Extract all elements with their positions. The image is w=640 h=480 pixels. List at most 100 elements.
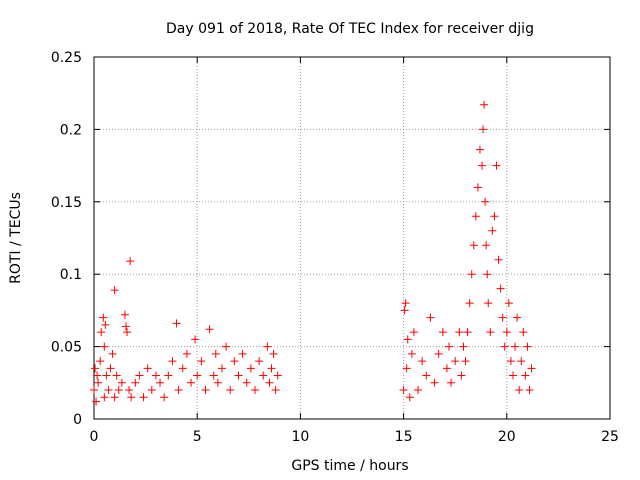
data-point — [434, 349, 443, 358]
data-point — [174, 386, 183, 395]
axis-ticks — [93, 56, 611, 420]
data-point — [504, 299, 513, 308]
data-point — [125, 386, 134, 395]
data-point — [467, 270, 476, 279]
data-point — [442, 364, 451, 373]
data-point — [135, 371, 144, 380]
data-point — [494, 255, 503, 264]
y-axis-label: ROTI / TECUs — [8, 192, 24, 284]
data-point — [91, 364, 100, 373]
data-point — [511, 342, 520, 351]
data-point — [156, 378, 165, 387]
data-point — [492, 161, 501, 170]
data-point — [498, 313, 507, 322]
data-point — [187, 378, 196, 387]
data-point — [401, 299, 410, 308]
x-tick-label: 0 — [90, 429, 99, 445]
data-point — [101, 320, 110, 329]
data-point — [269, 349, 278, 358]
data-point — [108, 349, 117, 358]
x-tick-label: 20 — [498, 429, 516, 445]
data-point — [445, 342, 454, 351]
data-point — [121, 322, 130, 331]
data-point — [527, 364, 536, 373]
x-axis-label: GPS time / hours — [291, 458, 408, 474]
data-point — [172, 319, 181, 328]
data-point — [96, 357, 105, 366]
data-point — [126, 257, 135, 266]
data-point — [238, 349, 247, 358]
x-tick-label: 5 — [193, 429, 202, 445]
data-point — [478, 161, 487, 170]
data-point — [515, 386, 524, 395]
data-point — [418, 357, 427, 366]
data-point — [273, 371, 282, 380]
data-point — [100, 393, 109, 402]
data-point — [490, 212, 499, 221]
data-point — [457, 371, 466, 380]
data-point — [106, 364, 115, 373]
data-point — [482, 241, 491, 250]
x-tick-label: 25 — [601, 429, 619, 445]
x-tick-label: 10 — [291, 429, 309, 445]
data-point — [250, 386, 259, 395]
data-point — [100, 342, 109, 351]
data-point — [160, 393, 169, 402]
data-point — [217, 364, 226, 373]
data-point — [151, 371, 160, 380]
chart-title: Day 091 of 2018, Rate Of TEC Index for r… — [166, 21, 534, 37]
data-point — [120, 310, 129, 319]
data-point — [209, 371, 218, 380]
data-point — [226, 386, 235, 395]
scatter-points — [90, 100, 536, 406]
y-axis-tick-labels: 0 0.05 0.1 0.15 0.2 0.25 — [51, 50, 82, 428]
gridlines — [94, 57, 610, 419]
data-point — [97, 328, 106, 337]
data-point — [92, 397, 101, 406]
data-point — [246, 364, 255, 373]
data-point — [506, 357, 515, 366]
data-point — [407, 349, 416, 358]
y-tick-label: 0.2 — [60, 122, 82, 138]
data-point — [400, 306, 409, 315]
data-point — [483, 270, 492, 279]
data-point — [451, 357, 460, 366]
data-point — [471, 212, 480, 221]
data-point — [422, 371, 431, 380]
data-point — [255, 357, 264, 366]
data-point — [500, 342, 509, 351]
data-point — [110, 393, 119, 402]
data-point — [517, 357, 526, 366]
data-point — [234, 371, 243, 380]
data-point — [164, 371, 173, 380]
data-point — [143, 364, 152, 373]
data-point — [191, 335, 200, 344]
data-point — [110, 286, 119, 295]
data-point — [414, 386, 423, 395]
data-point — [488, 226, 497, 235]
data-point — [265, 378, 274, 387]
y-tick-label: 0.05 — [51, 340, 82, 356]
data-point — [147, 386, 156, 395]
data-point — [197, 357, 206, 366]
data-point — [409, 328, 418, 337]
data-point — [469, 241, 478, 250]
data-point — [112, 371, 121, 380]
data-point — [461, 357, 470, 366]
data-point — [93, 371, 102, 380]
data-point — [486, 328, 495, 337]
data-point — [182, 349, 191, 358]
data-point — [508, 371, 517, 380]
data-point — [438, 328, 447, 337]
data-point — [230, 357, 239, 366]
data-point — [104, 386, 113, 395]
data-point — [459, 342, 468, 351]
data-point — [131, 378, 140, 387]
data-point — [117, 378, 126, 387]
plot-area-frame — [93, 56, 611, 420]
data-point — [139, 393, 148, 402]
data-point — [463, 328, 472, 337]
data-point — [502, 328, 511, 337]
data-point — [263, 342, 272, 351]
